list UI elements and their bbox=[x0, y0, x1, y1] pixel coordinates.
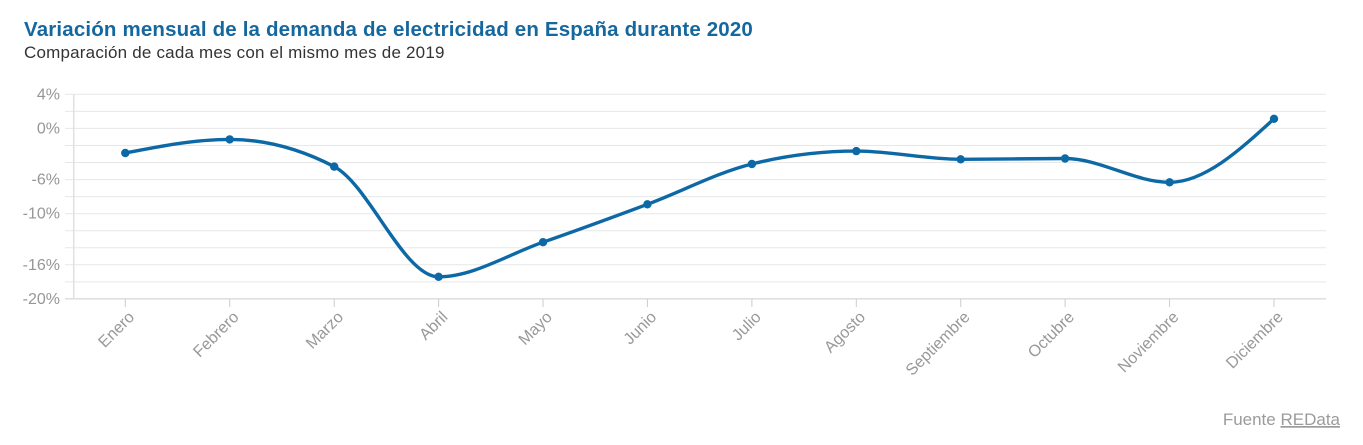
svg-text:-20%: -20% bbox=[23, 291, 60, 308]
svg-text:4%: 4% bbox=[37, 86, 60, 103]
svg-text:-16%: -16% bbox=[23, 257, 60, 274]
svg-text:0%: 0% bbox=[37, 120, 60, 137]
svg-text:-6%: -6% bbox=[32, 172, 60, 189]
svg-text:-10%: -10% bbox=[23, 206, 60, 223]
svg-text:Comparación de cada mes con el: Comparación de cada mes con el mismo mes… bbox=[24, 43, 445, 62]
svg-text:Fuente REData: Fuente REData bbox=[1223, 410, 1341, 429]
svg-text:Variación mensual de la demand: Variación mensual de la demanda de elect… bbox=[24, 18, 753, 41]
